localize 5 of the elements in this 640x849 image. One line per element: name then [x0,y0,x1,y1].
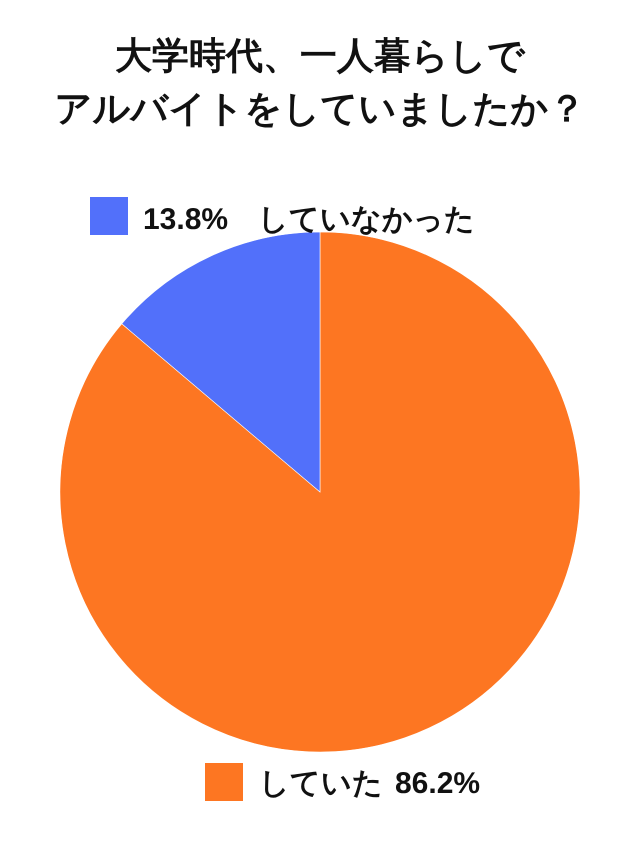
slice-label: していなかった [258,203,475,236]
data-label: 86.2% [395,767,480,800]
data-label: 13.8% [143,203,228,236]
legend-label: していた [259,767,383,800]
chart-title: 大学時代、一人暮らしでアルバイトをしていましたか？ [54,35,586,129]
